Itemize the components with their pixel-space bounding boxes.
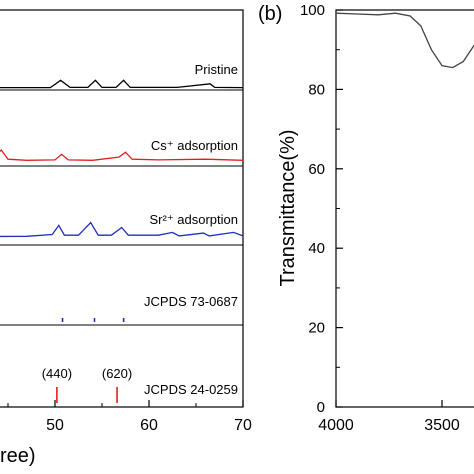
reference-pattern-label: JCPDS 73-0687 bbox=[144, 294, 238, 309]
panel-a-x-ticks: 50 60 70 bbox=[7, 400, 252, 434]
y-tick-label: 100 bbox=[300, 2, 325, 19]
reference-peak-label: (440) bbox=[42, 366, 72, 381]
x-tick-label: 3500 bbox=[424, 417, 460, 434]
x-tick-label: 50 bbox=[46, 417, 64, 434]
panel-b-series bbox=[335, 12, 474, 69]
panel-a-separators bbox=[0, 89, 243, 326]
xrd-series-label: Sr²⁺ adsorption bbox=[149, 212, 238, 227]
panel-a-x-axis-label: ree) bbox=[0, 445, 36, 467]
panel-a-series bbox=[0, 79, 244, 238]
xrd-series-line bbox=[0, 221, 244, 238]
ftir-series-line bbox=[335, 12, 474, 69]
panel-a-frame bbox=[0, 9, 244, 408]
y-tick-label: 20 bbox=[308, 320, 325, 337]
xrd-series-line bbox=[0, 149, 244, 161]
y-tick-label: 60 bbox=[308, 161, 325, 178]
reference-peak-label: (620) bbox=[102, 366, 132, 381]
xrd-series-line bbox=[0, 79, 244, 89]
y-tick-label: 0 bbox=[317, 399, 325, 416]
reference-pattern-label: JCPDS 24-0259 bbox=[144, 382, 238, 397]
x-tick-label: 60 bbox=[140, 417, 158, 434]
panel-b-y-axis-label: Transmittance(%) bbox=[277, 129, 299, 286]
panel-a-xrd: (440) (620) 50 60 70 Pristine Cs⁺ adsorption… bbox=[0, 9, 252, 467]
xrd-series-label: Pristine bbox=[195, 62, 238, 77]
x-tick-label: 70 bbox=[234, 417, 252, 434]
panel-b-frame bbox=[335, 9, 474, 408]
panel-b-x-ticks: 4000350030 bbox=[318, 400, 460, 434]
y-tick-label: 80 bbox=[308, 81, 325, 98]
panel-a-series-labels: Pristine Cs⁺ adsorption Sr²⁺ adsorption JCP… bbox=[144, 62, 238, 397]
panel-b-label: (b) bbox=[258, 3, 282, 25]
xrd-series-label: Cs⁺ adsorption bbox=[151, 138, 238, 153]
panel-a-reference-patterns: (440) (620) bbox=[42, 318, 132, 403]
panel-b-y-ticks: 0 20 40 60 80 100 bbox=[300, 2, 343, 416]
y-tick-label: 40 bbox=[308, 240, 325, 257]
x-tick-label: 4000 bbox=[318, 417, 354, 434]
